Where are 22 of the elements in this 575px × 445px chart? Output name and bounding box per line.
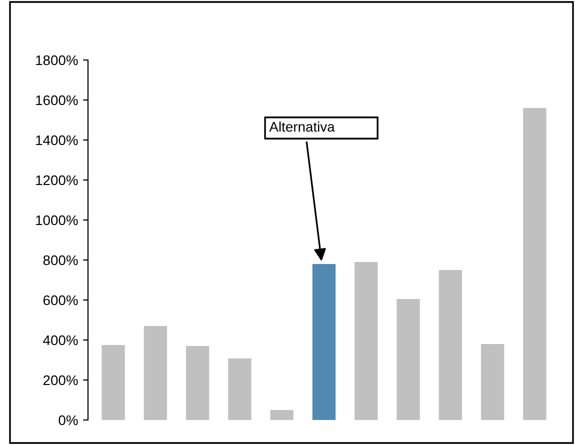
y-tick-label: 400% [43, 335, 78, 346]
bar [312, 264, 336, 420]
y-tick-label: 200% [43, 375, 78, 386]
y-tick-label: 0% [58, 415, 78, 426]
bar [354, 262, 378, 420]
y-tick-label: 1000% [36, 215, 78, 226]
bar [144, 326, 168, 420]
bar [270, 410, 294, 420]
bar [186, 346, 210, 420]
y-tick-label: 800% [43, 255, 78, 266]
y-tick-label: 1200% [36, 175, 78, 186]
y-tick-label: 1800% [36, 55, 78, 66]
bar [102, 345, 125, 420]
bar [480, 344, 504, 420]
y-tick-label: 1400% [36, 135, 78, 146]
y-tick-label: 600% [43, 295, 78, 306]
bar [228, 358, 252, 420]
bar [396, 299, 420, 420]
bar [438, 270, 462, 420]
y-tick-label: 1600% [36, 95, 78, 106]
annotation: Alternativa [269, 122, 335, 132]
bar [523, 108, 546, 420]
